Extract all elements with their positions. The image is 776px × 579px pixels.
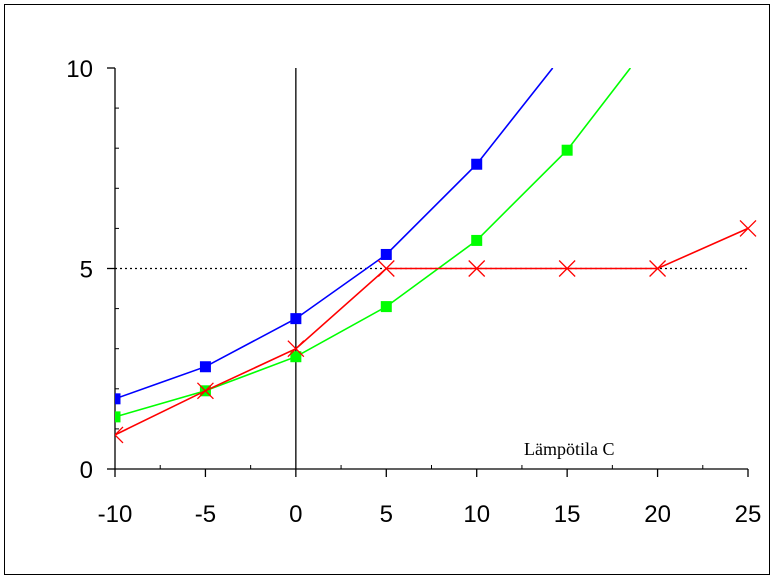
cross-stroke bbox=[739, 219, 757, 237]
x-tick-label: 25 bbox=[735, 501, 762, 528]
x-tick-label: 0 bbox=[289, 501, 302, 528]
data-point bbox=[115, 393, 121, 405]
x-tick-label: 10 bbox=[463, 501, 490, 528]
data-point bbox=[471, 158, 483, 170]
series-group bbox=[115, 68, 757, 444]
cross-stroke bbox=[115, 433, 124, 444]
series-2 bbox=[115, 68, 632, 423]
y-tick-label: 5 bbox=[80, 257, 93, 284]
x-tick-label: -5 bbox=[195, 501, 216, 528]
x-tick-label: 5 bbox=[380, 501, 393, 528]
data-point bbox=[199, 361, 211, 373]
x-tick-label: 20 bbox=[644, 501, 671, 528]
tick-labels: -10 -5 0 5 10 15 20 25 0 5 10 bbox=[66, 56, 761, 528]
y-tick-label: 0 bbox=[80, 457, 93, 484]
series-line bbox=[115, 68, 632, 418]
cross-stroke bbox=[649, 260, 667, 277]
series-3 bbox=[115, 219, 757, 444]
cross-stroke bbox=[196, 382, 214, 400]
x-tick-label: -10 bbox=[98, 501, 133, 528]
data-point bbox=[380, 248, 392, 260]
series-line bbox=[115, 227, 749, 436]
data-point bbox=[290, 313, 302, 325]
data-point bbox=[649, 260, 667, 277]
axes bbox=[107, 67, 749, 477]
data-point bbox=[377, 260, 395, 277]
chart-frame bbox=[4, 4, 770, 575]
data-point bbox=[471, 234, 483, 246]
cross-stroke bbox=[115, 426, 124, 436]
x-axis-label: Lämpötila C bbox=[524, 439, 614, 459]
data-point bbox=[561, 144, 573, 156]
series-1 bbox=[115, 68, 554, 405]
data-point bbox=[287, 340, 305, 358]
data-point bbox=[468, 260, 486, 277]
data-point bbox=[739, 219, 757, 237]
data-point bbox=[290, 351, 302, 363]
data-point bbox=[115, 411, 121, 423]
cross-stroke bbox=[377, 260, 395, 277]
series-line bbox=[115, 68, 554, 400]
data-point bbox=[115, 426, 124, 444]
cross-stroke bbox=[287, 340, 305, 358]
cross-stroke bbox=[468, 260, 486, 277]
cross-stroke bbox=[558, 260, 576, 277]
data-point bbox=[558, 260, 576, 277]
x-tick-label: 15 bbox=[554, 501, 581, 528]
data-point bbox=[196, 382, 214, 400]
data-point bbox=[380, 301, 392, 313]
y-tick-label: 10 bbox=[66, 56, 93, 83]
